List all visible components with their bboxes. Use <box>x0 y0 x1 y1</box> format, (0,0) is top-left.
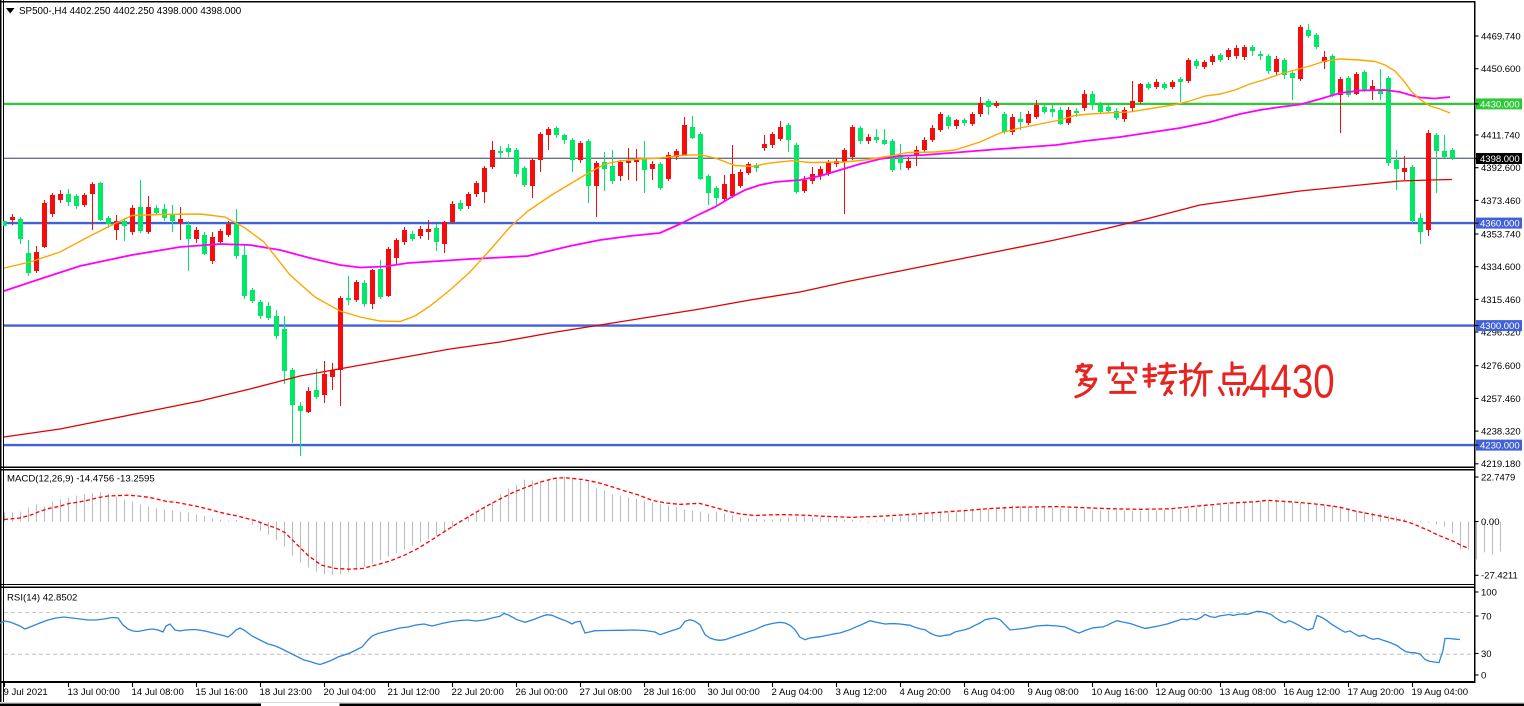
svg-text:100: 100 <box>1481 587 1497 598</box>
svg-text:4315.460: 4315.460 <box>1481 295 1521 306</box>
svg-text:30: 30 <box>1481 649 1492 660</box>
svg-text:4276.600: 4276.600 <box>1481 361 1521 372</box>
svg-text:22.7479: 22.7479 <box>1481 472 1515 483</box>
svg-text:4430: 4430 <box>1249 356 1335 408</box>
svg-text:4430.000: 4430.000 <box>1480 100 1520 111</box>
svg-text:4257.460: 4257.460 <box>1481 394 1521 405</box>
svg-text:4 Aug 20:00: 4 Aug 20:00 <box>900 687 951 698</box>
svg-text:0: 0 <box>1481 670 1486 681</box>
svg-text:13 Jul 00:00: 13 Jul 00:00 <box>68 687 120 698</box>
svg-text:18 Jul 23:00: 18 Jul 23:00 <box>260 687 312 698</box>
svg-text:10 Aug 16:00: 10 Aug 16:00 <box>1092 687 1149 698</box>
svg-text:21 Jul 12:00: 21 Jul 12:00 <box>388 687 440 698</box>
svg-text:4373.460: 4373.460 <box>1481 196 1521 207</box>
svg-text:4450.600: 4450.600 <box>1481 64 1521 75</box>
svg-text:0.00: 0.00 <box>1481 517 1500 528</box>
svg-text:16 Aug 12:00: 16 Aug 12:00 <box>1284 687 1341 698</box>
svg-text:19 Aug 04:00: 19 Aug 04:00 <box>1412 687 1469 698</box>
svg-text:4334.600: 4334.600 <box>1481 262 1521 273</box>
svg-text:17 Aug 20:00: 17 Aug 20:00 <box>1348 687 1405 698</box>
svg-text:26 Jul 00:00: 26 Jul 00:00 <box>516 687 568 698</box>
svg-text:4230.000: 4230.000 <box>1480 441 1520 452</box>
svg-text:4353.740: 4353.740 <box>1481 229 1521 240</box>
svg-text:4360.000: 4360.000 <box>1480 219 1520 230</box>
svg-text:70: 70 <box>1481 611 1492 622</box>
svg-text:20 Jul 04:00: 20 Jul 04:00 <box>324 687 376 698</box>
svg-text:4392.600: 4392.600 <box>1481 163 1521 174</box>
svg-text:28 Jul 16:00: 28 Jul 16:00 <box>644 687 696 698</box>
svg-text:RSI(14) 42.8502: RSI(14) 42.8502 <box>7 593 77 604</box>
svg-text:12 Aug 00:00: 12 Aug 00:00 <box>1156 687 1213 698</box>
svg-text:9 Jul 2021: 9 Jul 2021 <box>4 687 48 698</box>
svg-text:3 Aug 12:00: 3 Aug 12:00 <box>836 687 887 698</box>
svg-text:4300.000: 4300.000 <box>1480 321 1520 332</box>
svg-text:30 Jul 00:00: 30 Jul 00:00 <box>708 687 760 698</box>
svg-text:22 Jul 20:00: 22 Jul 20:00 <box>452 687 504 698</box>
svg-text:6 Aug 04:00: 6 Aug 04:00 <box>964 687 1015 698</box>
svg-text:4238.320: 4238.320 <box>1481 427 1521 438</box>
svg-text:4296.320: 4296.320 <box>1481 327 1521 338</box>
svg-text:13 Aug 08:00: 13 Aug 08:00 <box>1220 687 1277 698</box>
svg-text:-27.4211: -27.4211 <box>1481 571 1518 582</box>
svg-text:MACD(12,26,9) -14.4756 -13.259: MACD(12,26,9) -14.4756 -13.2595 <box>7 474 155 485</box>
svg-text:4398.000: 4398.000 <box>1480 154 1520 165</box>
svg-text:27 Jul 08:00: 27 Jul 08:00 <box>580 687 632 698</box>
svg-text:14 Jul 08:00: 14 Jul 08:00 <box>132 687 184 698</box>
svg-text:4469.740: 4469.740 <box>1481 31 1521 42</box>
svg-text:9 Aug 08:00: 9 Aug 08:00 <box>1028 687 1079 698</box>
svg-text:15 Jul 16:00: 15 Jul 16:00 <box>196 687 248 698</box>
svg-text:2 Aug 04:00: 2 Aug 04:00 <box>772 687 823 698</box>
svg-text:4219.180: 4219.180 <box>1481 459 1521 470</box>
svg-text:SP500-,H4 4402.250 4402.250 4: SP500-,H4 4402.250 4402.250 4398.000 439… <box>19 6 242 17</box>
svg-text:4411.740: 4411.740 <box>1481 130 1520 141</box>
